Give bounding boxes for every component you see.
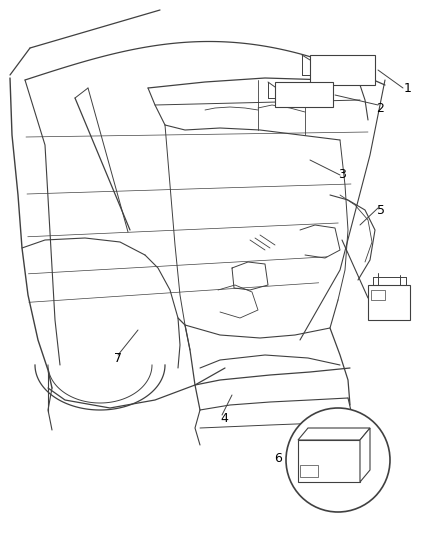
- Bar: [300, 465, 318, 477]
- Circle shape: [286, 408, 390, 512]
- Bar: [310, 55, 375, 85]
- Text: 7: 7: [114, 351, 122, 365]
- Bar: [298, 440, 360, 482]
- Text: 3: 3: [338, 168, 346, 182]
- Polygon shape: [360, 428, 370, 482]
- Bar: [368, 285, 410, 320]
- Polygon shape: [298, 428, 370, 440]
- Bar: [275, 82, 333, 107]
- Text: 1: 1: [404, 82, 412, 94]
- Text: 4: 4: [220, 411, 228, 424]
- Bar: [371, 290, 385, 300]
- Text: 5: 5: [377, 204, 385, 216]
- Text: 6: 6: [274, 451, 282, 464]
- Text: 2: 2: [376, 101, 384, 115]
